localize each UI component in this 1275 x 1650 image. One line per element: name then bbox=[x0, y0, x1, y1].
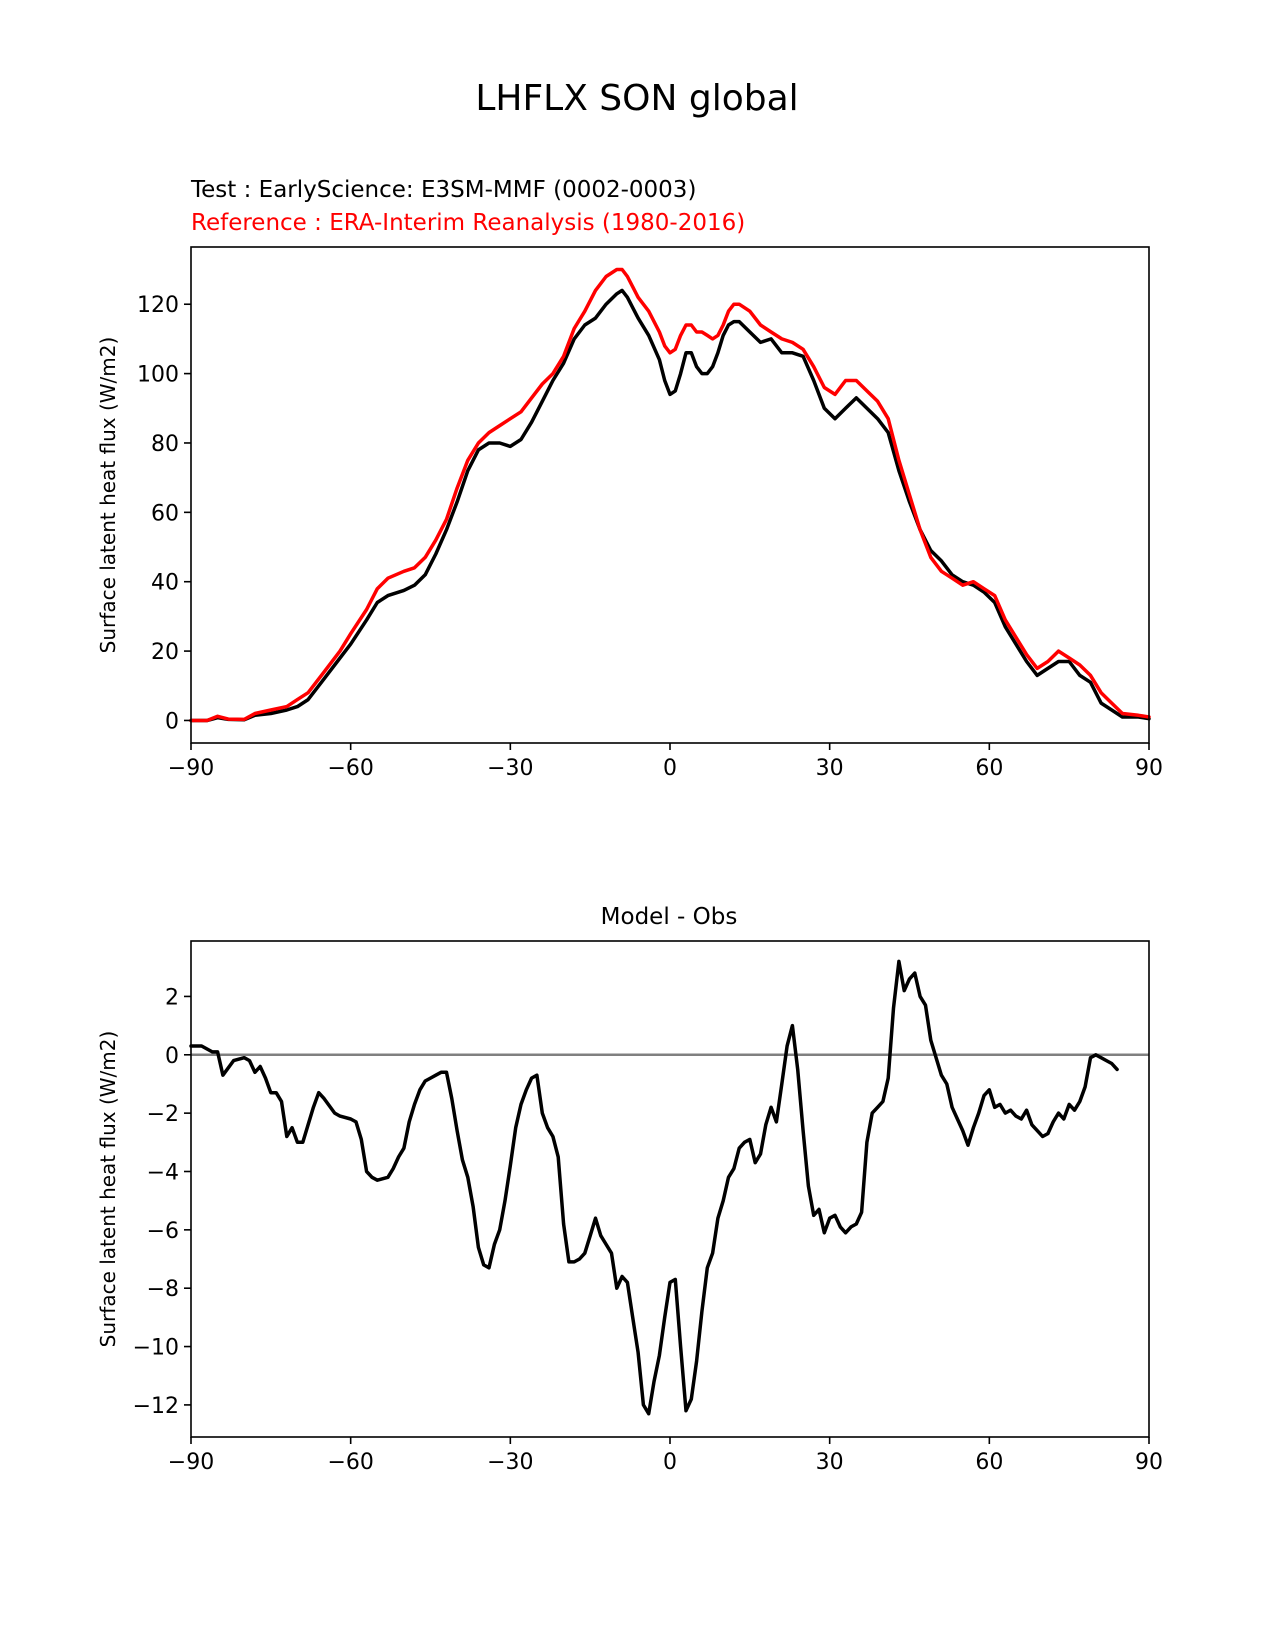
panel-1-y-tick-label: 60 bbox=[151, 501, 179, 526]
panel-2-y-tick-label: −6 bbox=[147, 1219, 179, 1244]
panel-2-x-tick-label: −60 bbox=[327, 1450, 373, 1475]
panel-2-series-model-obs-line bbox=[189, 959, 1119, 1416]
panel-1-climatology: −90 −60 −30 0 30 60 90 0 20 40 60 80 100 120 Surface l… bbox=[96, 246, 1163, 781]
panel-1-y-tick-label: 100 bbox=[137, 363, 179, 388]
panel-2-x-tick-label: 60 bbox=[975, 1450, 1003, 1475]
panel-1-x-tick-label: 60 bbox=[975, 756, 1003, 781]
panel-2-y-tick-label: 2 bbox=[165, 985, 179, 1010]
panel-2-x-tick-label: 0 bbox=[663, 1450, 677, 1475]
panel-1-y-tick-label: 120 bbox=[137, 293, 179, 318]
panel-2-x-tick-label: 30 bbox=[816, 1450, 844, 1475]
panel-1-x-tick-label: 90 bbox=[1135, 756, 1163, 781]
panel-1-x-tick-label: 0 bbox=[663, 756, 677, 781]
panel-2-title: Model - Obs bbox=[601, 904, 738, 930]
reference-label: Reference : ERA-Interim Reanalysis (1980… bbox=[191, 210, 745, 236]
panel-2-y-tick-label: −4 bbox=[147, 1160, 179, 1185]
panel-2-x-tick-label: −30 bbox=[487, 1450, 533, 1475]
panel-2-y-tick-label: −2 bbox=[147, 1102, 179, 1127]
panel-1-y-tick-label: 80 bbox=[151, 432, 179, 457]
panel-1-y-tick-label: 20 bbox=[151, 640, 179, 665]
panel-1-y-tick-label: 0 bbox=[165, 709, 179, 734]
panel-1-x-tick-label: 30 bbox=[816, 756, 844, 781]
panel-2-y-tick-label: 0 bbox=[165, 1044, 179, 1069]
panel-2-y-tick-label: −8 bbox=[147, 1277, 179, 1302]
panel-2-difference: −90 −60 −30 0 30 60 90 −12 −10 −8 −6 −4 −2 0 2 Surface … bbox=[96, 940, 1163, 1475]
panel-2-x-tick-label: −90 bbox=[168, 1450, 214, 1475]
panel-1-x-tick-label: −90 bbox=[168, 756, 214, 781]
panel-2-y-tick-label: −12 bbox=[133, 1394, 179, 1419]
panel-2-x-tick-label: 90 bbox=[1135, 1450, 1163, 1475]
panel-1-y-axis-label: Surface latent heat flux (W/m2) bbox=[96, 337, 120, 654]
panel-1-x-tick-label: −30 bbox=[487, 756, 533, 781]
figure-title: LHFLX SON global bbox=[475, 78, 798, 119]
panel-1-x-tick-label: −60 bbox=[327, 756, 373, 781]
panel-2-y-axis-label: Surface latent heat flux (W/m2) bbox=[96, 1031, 120, 1348]
panel-1-series-reference-line bbox=[189, 267, 1151, 723]
panel-2-y-tick-label: −10 bbox=[133, 1336, 179, 1361]
test-label: Test : EarlyScience: E3SM-MMF (0002-0003… bbox=[190, 177, 696, 203]
panel-1-series-test-line bbox=[189, 288, 1151, 723]
panel-1-y-tick-label: 40 bbox=[151, 571, 179, 596]
